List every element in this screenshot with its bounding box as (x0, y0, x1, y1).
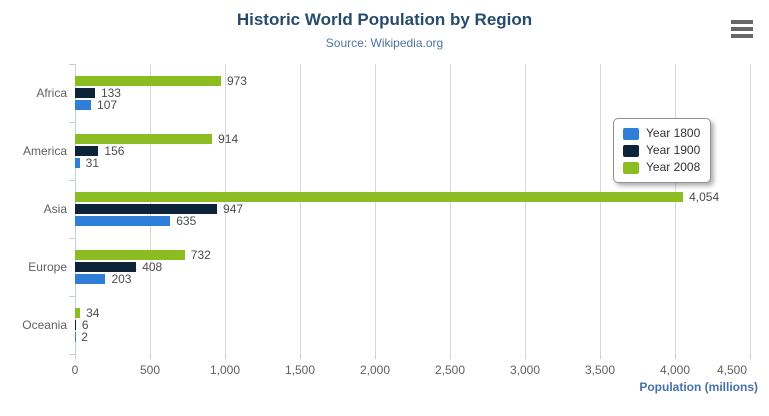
x-axis-tick (750, 354, 751, 359)
gridline (375, 64, 376, 354)
x-axis-tick (150, 354, 151, 359)
x-axis-tick-label: 4,000 (659, 363, 691, 377)
legend-item-year-1800[interactable]: Year 1800 (623, 126, 700, 141)
data-label: 914 (218, 132, 239, 146)
category-label: Oceania (22, 318, 67, 332)
data-label: 973 (226, 74, 247, 88)
data-label: 635 (176, 214, 197, 228)
legend-label: Year 2008 (646, 160, 701, 174)
legend-item-year-1900[interactable]: Year 1900 (623, 143, 700, 158)
data-label: 947 (223, 202, 244, 216)
data-label: 31 (85, 156, 99, 170)
y-axis-tick (69, 238, 75, 239)
legend-swatch-icon (623, 144, 639, 157)
data-label: 156 (104, 144, 125, 158)
legend-swatch-icon (623, 127, 639, 140)
gridline (450, 64, 451, 354)
legend-label: Year 1800 (646, 126, 701, 140)
y-axis-tick (69, 122, 75, 123)
x-axis-tick (525, 354, 526, 359)
x-axis-tick (450, 354, 451, 359)
plot-area: 0 500 1,000 1,500 2,000 2,500 3,000 3,500 4,000 4… (22, 64, 751, 377)
y-axis-tick (69, 180, 75, 181)
bar-year-2008-europe[interactable] (75, 250, 185, 260)
hamburger-menu-icon (731, 34, 753, 38)
bar-year-2008-asia[interactable] (75, 192, 684, 202)
bar-year-2008-oceania[interactable] (75, 308, 81, 318)
bar-year-1800-europe[interactable] (75, 274, 106, 284)
chart-subtitle: Source: Wikipedia.org (325, 36, 444, 50)
x-axis-tick-label: 500 (139, 363, 161, 377)
hamburger-menu-icon (731, 27, 753, 31)
x-axis-tick-label: 2,000 (359, 363, 391, 377)
x-axis-tick-label: 3,000 (509, 363, 541, 377)
x-axis-tick (300, 354, 301, 359)
data-label: 4,054 (689, 190, 720, 204)
gridline (600, 64, 601, 354)
data-label: 203 (111, 272, 132, 286)
data-label: 2 (81, 330, 88, 344)
x-axis-tick (225, 354, 226, 359)
bar-year-1900-europe[interactable] (75, 262, 137, 272)
x-axis-tick (75, 354, 76, 359)
category-label: America (22, 144, 67, 158)
x-axis-tick-label: 3,500 (584, 363, 616, 377)
export-menu-button[interactable] (729, 18, 755, 40)
bar-year-1800-america[interactable] (75, 158, 80, 168)
x-axis-tick (375, 354, 376, 359)
data-label: 6 (81, 318, 89, 332)
category-label: Europe (28, 260, 67, 274)
x-axis-title: Population (millions) (639, 380, 758, 394)
data-label: 732 (190, 248, 211, 262)
y-axis-tick (69, 64, 75, 65)
y-axis-tick (69, 354, 75, 355)
data-label: 107 (97, 98, 118, 112)
legend-swatch-icon (623, 161, 639, 174)
x-axis-tick (600, 354, 601, 359)
x-axis-tick-label: 4,500 (716, 363, 748, 377)
y-axis-tick (69, 296, 75, 297)
bar-year-1800-africa[interactable] (75, 100, 92, 110)
gridline (750, 64, 751, 354)
hamburger-menu-icon (731, 20, 753, 24)
bar-year-2008-africa[interactable] (75, 76, 221, 86)
gridline (675, 64, 676, 354)
x-axis-tick-label: 2,500 (434, 363, 466, 377)
x-axis-tick-label: 1,500 (284, 363, 316, 377)
bar-year-1800-asia[interactable] (75, 216, 171, 226)
bar-year-1900-asia[interactable] (75, 204, 218, 214)
gridline (225, 64, 226, 354)
x-axis-tick (675, 354, 676, 359)
bar-year-2008-america[interactable] (75, 134, 213, 144)
data-label: 133 (100, 86, 121, 100)
chart-title: Historic World Population by Region (236, 10, 533, 29)
bar-year-1900-africa[interactable] (75, 88, 95, 98)
category-label: Africa (36, 86, 67, 100)
x-axis-tick-label: 1,000 (209, 363, 241, 377)
legend-item-year-2008[interactable]: Year 2008 (623, 160, 700, 175)
legend: Year 1800 Year 1900 Year 2008 (613, 118, 712, 183)
gridline (300, 64, 301, 354)
data-label: 408 (142, 260, 163, 274)
bar-year-1900-america[interactable] (75, 146, 99, 156)
category-label: Asia (43, 202, 67, 216)
x-axis-tick-label: 0 (71, 363, 79, 377)
bar-year-1900-oceania[interactable] (75, 320, 76, 330)
data-label: 34 (86, 306, 100, 320)
legend-label: Year 1900 (646, 143, 701, 157)
gridline (525, 64, 526, 354)
